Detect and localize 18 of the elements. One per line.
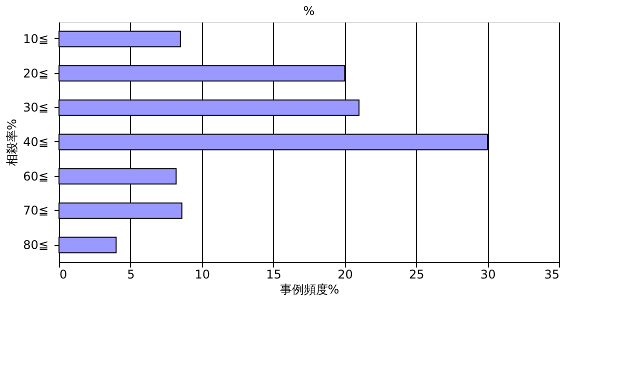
y-tick-label: 20≦ xyxy=(23,66,48,80)
x-tick-label: 15 xyxy=(266,268,282,282)
x-tick-label: 20 xyxy=(338,268,353,282)
x-axis-title: 事例頻度% xyxy=(280,282,340,296)
y-tick-label: 30≦ xyxy=(23,100,48,115)
x-tick-label: 35 xyxy=(544,268,560,282)
y-tick-label: 70≦ xyxy=(23,204,48,218)
y-tick-label: 80≦ xyxy=(23,238,48,252)
x-tick-label: 0 xyxy=(60,268,68,282)
x-tick-label: 10 xyxy=(194,268,210,282)
y-axis-title: 相殺率% xyxy=(5,118,20,166)
y-tick-label: 60≦ xyxy=(23,169,48,184)
chart-title: % xyxy=(303,4,315,18)
x-tick-label: 25 xyxy=(409,268,424,282)
x-tick-label: 5 xyxy=(127,268,135,282)
y-tick-label: 40≦ xyxy=(23,135,48,149)
x-tick-label: 30 xyxy=(480,268,496,282)
y-tick-label: 10≦ xyxy=(23,32,48,46)
